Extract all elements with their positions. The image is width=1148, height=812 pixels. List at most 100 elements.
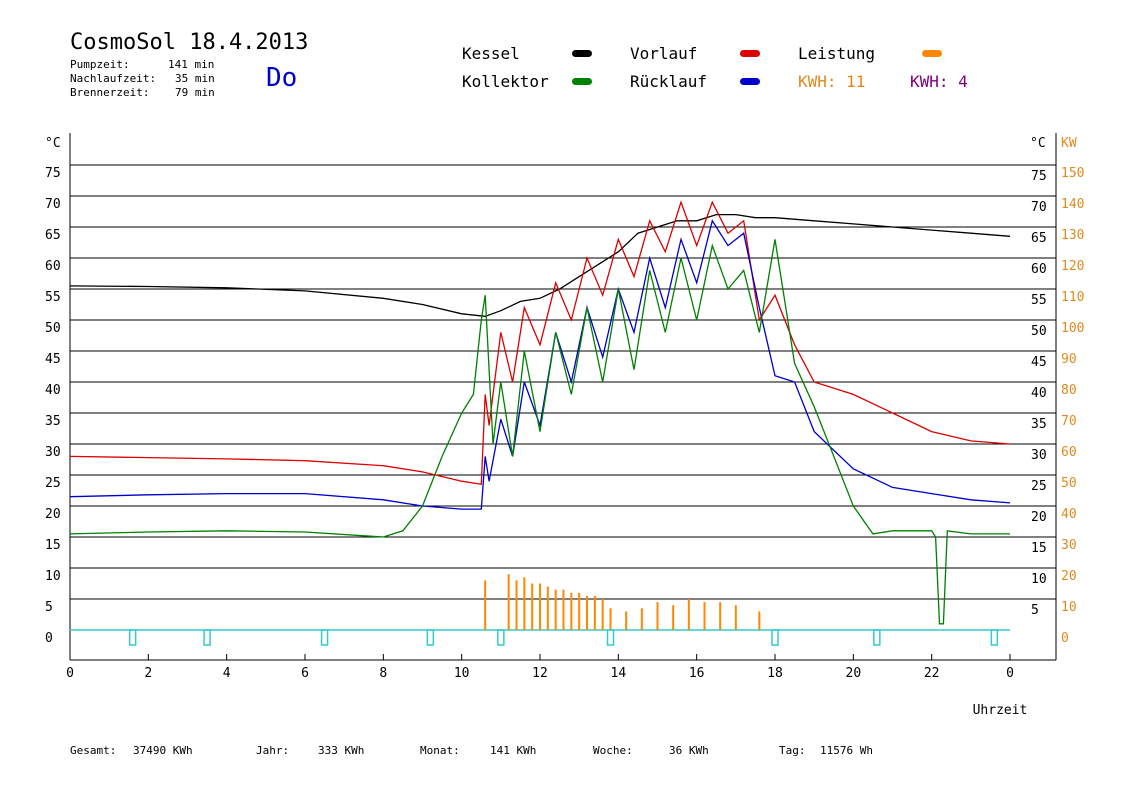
right2-tick-label: 150 [1061,166,1084,181]
x-tick-label: 14 [611,666,627,681]
right2-tick-label: 90 [1061,352,1077,367]
legend-kollektor-swatch [572,78,592,85]
pump-marker [606,629,615,646]
right2-tick-label: 0 [1061,631,1069,646]
series-line-ruecklauf [69,219,1011,510]
pumpzeit-value: 141 min [168,58,215,71]
x-tick-label: 20 [846,666,862,681]
left-tick-label: 40 [45,383,61,398]
right-tick-label: 45 [1031,355,1047,370]
right2-tick-label: 60 [1061,445,1077,460]
pump-marker [990,629,999,646]
right2-tick-label: 70 [1061,414,1077,429]
x-tick-label: 0 [1006,666,1014,681]
x-tick-label: 6 [301,666,309,681]
pump-marker [203,629,211,646]
left-tick-label: 20 [45,507,61,522]
right-tick-label: 40 [1031,386,1047,401]
pumpzeit-label: Pumpzeit: [70,58,130,71]
footer-jahr-value: 333 KWh [318,744,365,757]
x-tick-label: 10 [454,666,470,681]
right2-tick-label: 50 [1061,476,1077,491]
left-axis-unit: °C [45,136,61,151]
left-tick-label: 35 [45,414,61,429]
right2-tick-label: 110 [1061,290,1084,305]
footer-gesamt-value: 37490 KWh [133,744,193,757]
left-tick-label: 50 [45,321,61,336]
left-tick-label: 60 [45,259,61,274]
footer-jahr-label: Jahr: [256,744,290,757]
right-tick-label: 75 [1031,169,1047,184]
left-tick-label: 55 [45,290,61,305]
pump-marker [426,629,435,646]
right2-tick-label: 140 [1061,197,1084,212]
right-tick-label: 30 [1031,448,1047,463]
x-tick-label: 16 [689,666,705,681]
right2-tick-label: 10 [1061,600,1077,615]
legend-kessel-label: Kessel [462,44,520,63]
left-tick-label: 75 [45,166,61,181]
left-tick-label: 30 [45,445,61,460]
nachlaufzeit-value: 35 min [175,72,215,85]
right-tick-label: 35 [1031,417,1047,432]
pump-marker [873,629,881,646]
x-axis-label: Uhrzeit [973,703,1028,718]
right-tick-label: 70 [1031,200,1047,215]
right-tick-label: 60 [1031,262,1047,277]
right-tick-label: 25 [1031,479,1047,494]
left-tick-label: 5 [45,600,53,615]
right2-tick-label: 20 [1061,569,1077,584]
series-line-kessel [69,213,1011,317]
legend-kwh-second: KWH: 4 [910,72,968,91]
left-tick-label: 65 [45,228,61,243]
x-tick-label: 8 [379,666,387,681]
right-tick-label: 65 [1031,231,1047,246]
left-tick-label: 45 [45,352,61,367]
right2-tick-label: 30 [1061,538,1077,553]
brennerzeit-value: 79 min [175,86,215,99]
x-tick-label: 4 [223,666,231,681]
left-tick-label: 10 [45,569,61,584]
x-tick-label: 22 [924,666,940,681]
legend-leistung-swatch [922,50,942,57]
pump-marker [497,629,505,646]
legend-vorlauf-swatch [740,50,760,57]
right2-tick-label: 80 [1061,383,1077,398]
weekday-label: Do [266,63,298,93]
legend-ruecklauf-label: Rücklauf [630,72,708,91]
left-tick-label: 25 [45,476,61,491]
left-tick-label: 70 [45,197,61,212]
right2-axis-unit: KW [1061,136,1077,151]
legend-ruecklauf-swatch [740,78,760,85]
legend-kwh-total: KWH: 11 [798,72,866,91]
legend-kessel-swatch [572,50,592,57]
legend-kollektor-label: Kollektor [462,72,549,91]
pump-marker [128,629,137,646]
left-tick-label: 15 [45,538,61,553]
right2-tick-label: 100 [1061,321,1084,336]
right-tick-label: 10 [1031,572,1047,587]
footer-woche-label: Woche: [593,744,633,757]
footer-monat-label: Monat: [420,744,460,757]
right-tick-label: 50 [1031,324,1047,339]
x-tick-label: 18 [767,666,783,681]
footer-monat-value: 141 KWh [490,744,537,757]
right-tick-label: 55 [1031,293,1047,308]
pump-marker [320,629,329,646]
brennerzeit-label: Brennerzeit: [70,86,150,99]
legend-leistung-label: Leistung [798,44,876,63]
footer-tag-value: 11576 Wh [820,744,873,757]
right-axis-unit: °C [1030,136,1046,151]
chart-title: CosmoSol 18.4.2013 [70,30,309,55]
x-tick-label: 12 [532,666,548,681]
nachlaufzeit-label: Nachlaufzeit: [70,72,157,85]
footer-tag-label: Tag: [779,744,806,757]
x-tick-label: 2 [144,666,152,681]
left-tick-label: 0 [45,631,53,646]
right-tick-label: 15 [1031,541,1047,556]
series-line-vorlauf [69,200,1011,486]
right2-tick-label: 40 [1061,507,1077,522]
footer-gesamt-label: Gesamt: [70,744,117,757]
series-line-kollektor [69,239,1010,625]
